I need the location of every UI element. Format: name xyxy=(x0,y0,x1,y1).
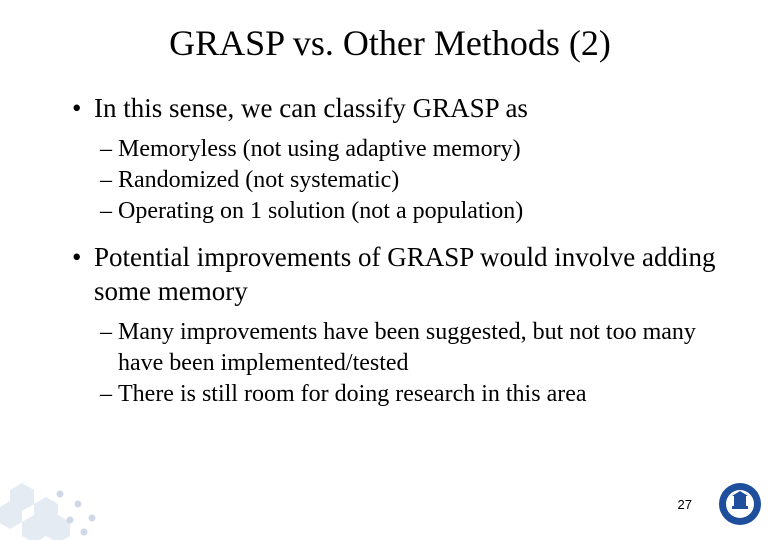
sub-bullet-item: Memoryless (not using adaptive memory) xyxy=(100,134,730,165)
sub-bullet-text: Many improvements have been suggested, b… xyxy=(118,319,696,376)
sub-bullet-text: There is still room for doing research i… xyxy=(118,381,587,407)
sub-bullet-item: Randomized (not systematic) xyxy=(100,165,730,196)
sub-bullet-item: Many improvements have been suggested, b… xyxy=(100,317,730,379)
hex-decoration-icon xyxy=(0,430,130,540)
sub-bullet-list: Many improvements have been suggested, b… xyxy=(94,317,730,411)
slide-title: GRASP vs. Other Methods (2) xyxy=(50,22,730,64)
bullet-text: In this sense, we can classify GRASP as xyxy=(94,93,528,123)
sub-bullet-list: Memoryless (not using adaptive memory) R… xyxy=(94,134,730,228)
sub-bullet-text: Operating on 1 solution (not a populatio… xyxy=(118,198,523,224)
sub-bullet-item: Operating on 1 solution (not a populatio… xyxy=(100,196,730,227)
sub-bullet-text: Randomized (not systematic) xyxy=(118,167,399,193)
bullet-item: In this sense, we can classify GRASP as … xyxy=(72,92,730,227)
sub-bullet-text: Memoryless (not using adaptive memory) xyxy=(118,136,521,162)
bullet-text: Potential improvements of GRASP would in… xyxy=(94,242,715,306)
bullet-list: In this sense, we can classify GRASP as … xyxy=(50,92,730,410)
institution-logo-icon xyxy=(718,482,762,526)
bullet-item: Potential improvements of GRASP would in… xyxy=(72,241,730,410)
sub-bullet-item: There is still room for doing research i… xyxy=(100,379,730,410)
page-number: 27 xyxy=(678,497,692,512)
